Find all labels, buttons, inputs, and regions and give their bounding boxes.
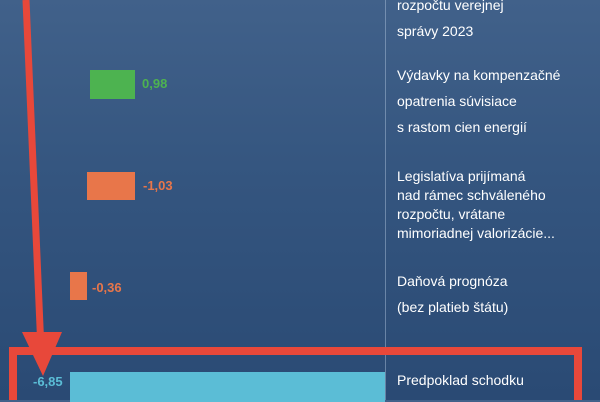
label-line: rozpočtu verejnej — [397, 0, 504, 13]
row-label-legislation: Legislatíva prijímaná nad rámec schválen… — [397, 167, 555, 243]
arrow-down-icon — [22, 0, 62, 376]
label-line: mimoriadnej valorizácie... — [397, 225, 555, 241]
row-label-budget-2023: rozpočtu verejnej správy 2023 — [397, 0, 504, 44]
value-deficit-estimate: -6,85 — [33, 374, 63, 389]
bar-deficit-estimate — [70, 372, 385, 402]
label-line: rozpočtu, vrátane — [397, 206, 506, 222]
chart-divider-line — [385, 0, 386, 400]
row-label-compensation-measures: Výdavky na kompenzačné opatrenia súvisia… — [397, 62, 560, 140]
value-compensation-measures: 0,98 — [142, 76, 168, 91]
value-tax-forecast: -0,36 — [92, 280, 122, 295]
label-line: Daňová prognóza — [397, 273, 508, 289]
bar-tax-forecast — [70, 272, 87, 300]
label-line: Výdavky na kompenzačné — [397, 67, 561, 83]
label-line: správy 2023 — [397, 23, 474, 39]
row-label-tax-forecast: Daňová prognóza (bez platieb štátu) — [397, 268, 508, 320]
label-line: s rastom cien energií — [397, 119, 527, 135]
bar-legislation — [87, 172, 135, 200]
label-line: Legislatíva prijímaná — [397, 168, 526, 184]
label-line: (bez platieb štátu) — [397, 299, 509, 315]
bar-compensation-measures — [90, 70, 135, 99]
label-line: nad rámec schváleného — [397, 187, 546, 203]
label-line: opatrenia súvisiace — [397, 93, 517, 109]
row-label-deficit-estimate: Predpoklad schodku — [397, 367, 524, 393]
value-legislation: -1,03 — [143, 178, 173, 193]
label-line: Predpoklad schodku — [397, 372, 524, 388]
